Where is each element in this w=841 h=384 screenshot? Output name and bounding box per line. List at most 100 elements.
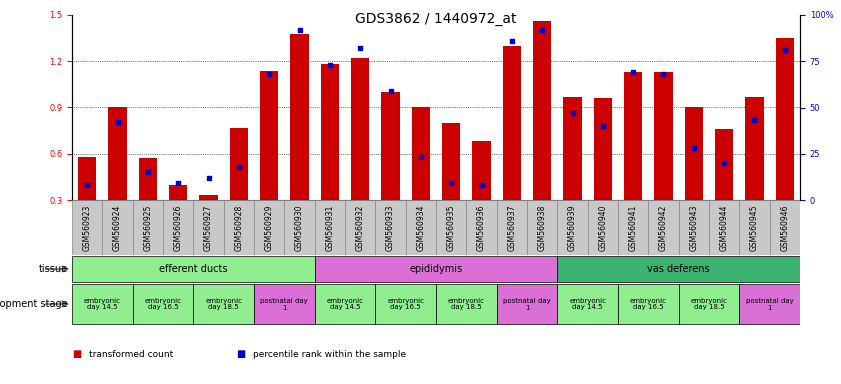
Bar (230, 127, 248, 200)
Point (383, 88, 397, 94)
Bar (193, 200, 224, 255)
Point (293, 27, 306, 33)
Text: GSM560938: GSM560938 (537, 204, 547, 251)
Bar (739, 200, 770, 255)
Bar (436, 200, 466, 255)
Bar (654, 72, 673, 200)
Text: embryonic
day 18.5: embryonic day 18.5 (448, 298, 484, 311)
Point (172, 180, 185, 186)
Text: GSM560944: GSM560944 (720, 204, 728, 251)
Bar (770, 200, 800, 255)
Bar (558, 284, 618, 324)
Text: embryonic
day 14.5: embryonic day 14.5 (326, 298, 363, 311)
Text: embryonic
day 16.5: embryonic day 16.5 (145, 298, 182, 311)
Bar (103, 200, 133, 255)
Text: GSM560929: GSM560929 (265, 204, 273, 251)
Point (262, 71, 276, 77)
Bar (588, 200, 618, 255)
Point (475, 182, 489, 188)
Text: GSM560928: GSM560928 (235, 204, 243, 251)
Bar (648, 200, 679, 255)
Bar (108, 108, 127, 200)
Bar (290, 33, 309, 200)
Point (414, 154, 427, 161)
Text: vas deferens: vas deferens (648, 264, 710, 274)
Bar (284, 200, 315, 255)
Bar (594, 98, 612, 200)
Text: GSM560940: GSM560940 (598, 204, 607, 251)
Text: postnatal day
1: postnatal day 1 (746, 298, 794, 311)
Bar (558, 256, 800, 283)
Text: embryonic
day 14.5: embryonic day 14.5 (569, 298, 606, 311)
Bar (169, 185, 188, 200)
Bar (224, 200, 254, 255)
Bar (503, 46, 521, 200)
Point (717, 160, 731, 166)
Text: embryonic
day 16.5: embryonic day 16.5 (387, 298, 424, 311)
Bar (351, 58, 369, 200)
Bar (405, 200, 436, 255)
Bar (133, 284, 193, 324)
Bar (497, 200, 527, 255)
Text: GSM560932: GSM560932 (356, 204, 365, 251)
Text: GSM560925: GSM560925 (143, 204, 152, 251)
Bar (533, 21, 551, 200)
Point (627, 69, 640, 75)
Point (596, 123, 610, 129)
Text: postnatal day
1: postnatal day 1 (503, 298, 551, 311)
Point (657, 71, 670, 77)
Bar (382, 92, 399, 200)
Text: GSM560943: GSM560943 (690, 204, 698, 251)
Text: transformed count: transformed count (89, 350, 173, 359)
Bar (436, 284, 497, 324)
Bar (563, 97, 582, 200)
Bar (345, 200, 375, 255)
Text: GDS3862 / 1440972_at: GDS3862 / 1440972_at (355, 12, 516, 25)
Text: epididymis: epididymis (410, 264, 463, 274)
Text: GSM560935: GSM560935 (447, 204, 456, 251)
Point (444, 180, 458, 186)
Bar (315, 256, 558, 283)
Bar (473, 141, 490, 200)
Text: postnatal day
1: postnatal day 1 (261, 298, 308, 311)
Bar (709, 200, 739, 255)
Point (687, 145, 701, 151)
Point (566, 110, 579, 116)
Bar (163, 200, 193, 255)
Point (232, 164, 246, 170)
Bar (527, 200, 558, 255)
Text: GSM560937: GSM560937 (507, 204, 516, 251)
Bar (315, 284, 375, 324)
Text: GSM560936: GSM560936 (477, 204, 486, 251)
Bar (72, 200, 103, 255)
Bar (193, 284, 254, 324)
Point (202, 175, 215, 181)
Text: embryonic
day 16.5: embryonic day 16.5 (630, 298, 667, 311)
Bar (497, 284, 558, 324)
Text: development stage: development stage (0, 299, 68, 309)
Point (778, 47, 791, 53)
Bar (745, 97, 764, 200)
Bar (715, 129, 733, 200)
Bar (139, 158, 157, 200)
Bar (442, 123, 460, 200)
Text: GSM560945: GSM560945 (750, 204, 759, 251)
Bar (254, 284, 315, 324)
Bar (624, 72, 643, 200)
Point (505, 38, 519, 44)
Text: GSM560930: GSM560930 (295, 204, 304, 251)
Text: efferent ducts: efferent ducts (159, 264, 228, 274)
Text: percentile rank within the sample: percentile rank within the sample (253, 350, 406, 359)
Bar (199, 195, 218, 200)
Text: embryonic
day 18.5: embryonic day 18.5 (690, 298, 727, 311)
Bar (685, 108, 703, 200)
Bar (320, 65, 339, 200)
Text: GSM560939: GSM560939 (568, 204, 577, 251)
Bar (775, 38, 794, 200)
Text: GSM560934: GSM560934 (416, 204, 426, 251)
Text: GSM560931: GSM560931 (325, 204, 335, 251)
Text: GSM560923: GSM560923 (82, 204, 92, 251)
Text: embryonic
day 18.5: embryonic day 18.5 (205, 298, 242, 311)
Text: GSM560933: GSM560933 (386, 204, 395, 251)
Text: ■: ■ (236, 349, 246, 359)
